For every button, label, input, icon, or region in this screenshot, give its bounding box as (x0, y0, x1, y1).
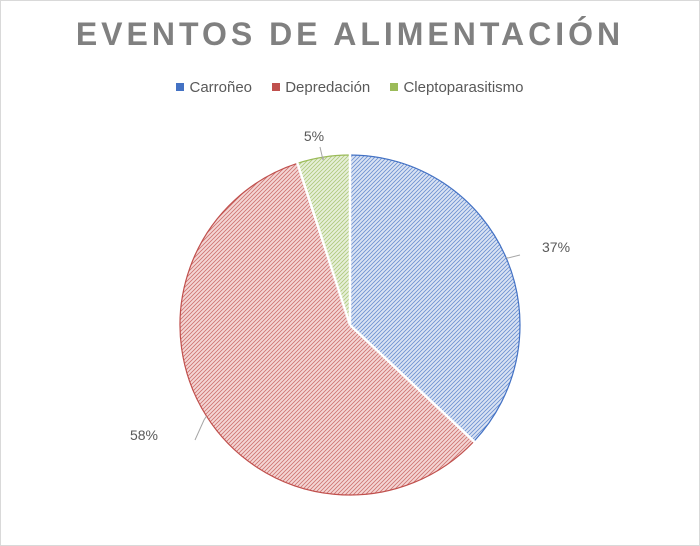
slice-separator (349, 324, 476, 443)
leader-line-carroneo (505, 254, 521, 259)
legend-item-depredacion: Depredación (272, 79, 370, 96)
legend-item-carroneo: Carroñeo (176, 79, 252, 96)
leader-line-depredacion (194, 415, 207, 441)
legend-swatch-cleptoparasitismo (390, 83, 399, 92)
legend-item-cleptoparasitismo: Cleptoparasitismo (390, 79, 524, 96)
legend-label-depredacion: Depredación (285, 79, 371, 96)
legend-swatch-depredacion (272, 83, 281, 92)
data-label-carroneo: 37% (542, 239, 570, 255)
pie-slice-carroneo (349, 154, 521, 443)
slice-separator (295, 161, 352, 326)
pie-slice-depredacion (179, 162, 475, 496)
data-label-cleptoparasitismo: 5% (304, 128, 324, 144)
leader-line-cleptoparasitismo (319, 146, 324, 161)
data-label-depredacion: 58% (130, 427, 158, 443)
legend-swatch-carroneo (176, 83, 185, 92)
legend: Carroñeo Depredación Cleptoparasitismo (0, 79, 700, 96)
chart-title: EVENTOS DE ALIMENTACIÓN (75, 16, 625, 52)
legend-label-carroneo: Carroñeo (189, 79, 253, 96)
legend-label-cleptoparasitismo: Cleptoparasitismo (403, 79, 524, 96)
